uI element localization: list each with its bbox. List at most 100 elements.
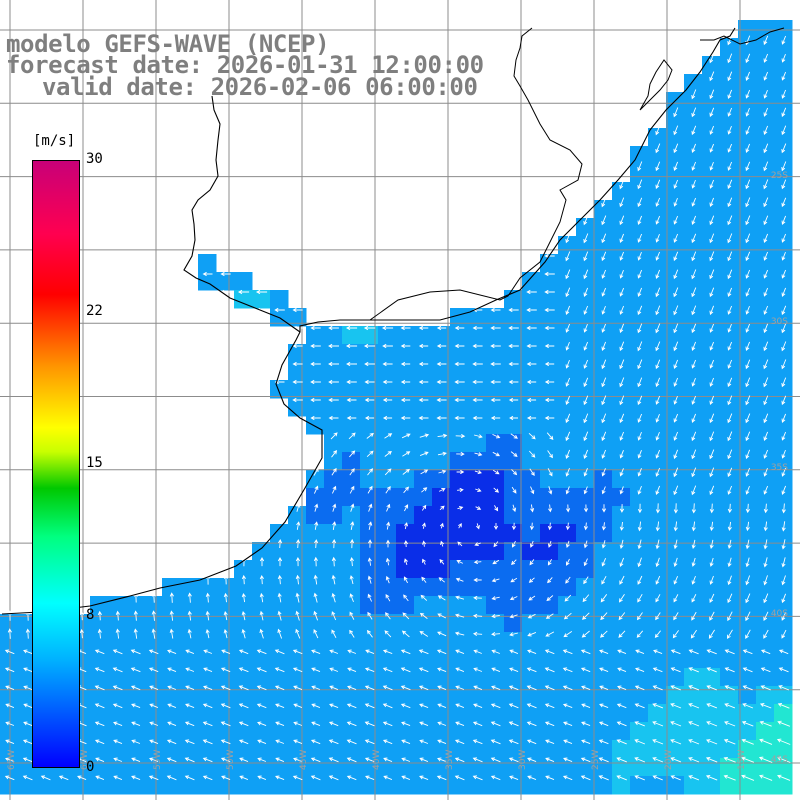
wind-arrow [437,595,446,601]
wind-speed-cell [738,560,757,579]
wind-speed-cell [720,686,739,705]
wind-speed-cell [684,164,703,183]
wind-speed-cell [540,506,559,525]
wind-speed-cell [666,146,685,165]
wind-arrow [727,251,733,262]
wind-speed-cell [720,704,739,723]
wind-speed-cell [720,668,739,687]
wind-speed-cell [234,596,253,615]
wind-arrow [727,197,733,208]
wind-speed-cell [594,524,613,543]
wind-speed-cell [774,380,793,399]
wind-arrow [455,649,465,655]
wind-arrow [454,613,465,618]
wind-arrow [637,413,643,423]
wind-arrow [745,125,751,135]
wind-arrow [705,757,718,763]
wind-arrow [238,667,249,673]
wind-speed-cell [666,686,685,705]
wind-speed-cell [306,776,325,795]
wind-speed-cell [648,434,667,453]
wind-speed-cell [432,452,451,471]
wind-arrow [366,450,374,458]
wind-arrow [364,379,375,385]
wind-speed-cell [414,344,433,363]
wind-speed-cell [756,686,775,705]
wind-speed-cell [468,524,487,543]
wind-speed-cell [504,488,523,507]
wind-speed-cell [774,506,793,525]
wind-arrow [131,703,141,709]
wind-arrow [781,107,787,118]
wind-speed-cell [540,272,559,291]
wind-arrow [727,629,733,640]
wind-arrow [530,504,535,513]
wind-speed-cell [738,488,757,507]
wind-arrow [634,685,645,691]
wind-arrow [727,539,732,550]
wind-arrow [473,649,482,654]
wind-speed-cell [180,668,199,687]
wind-speed-cell [288,344,307,363]
wind-arrow [509,775,519,781]
wind-speed-cell [432,524,451,543]
wind-arrow [328,361,339,367]
wind-speed-cell [576,560,595,579]
wind-arrow [655,521,660,532]
wind-speed-cell [414,560,433,579]
wind-arrow [296,521,301,530]
wind-speed-cell [450,308,469,327]
wind-speed-cell [720,290,739,309]
wind-speed-cell [702,488,721,507]
wind-arrow [544,325,555,331]
wind-arrow [777,720,791,727]
wind-arrow [490,397,501,403]
wind-arrow [149,721,159,726]
wind-speed-cell [252,290,271,309]
wind-speed-cell [324,506,343,525]
wind-speed-cell [774,290,793,309]
wind-arrow [241,628,246,639]
wind-arrow [781,251,786,261]
wind-speed-cell [648,146,667,165]
wind-arrow [456,560,464,564]
wind-speed-cell [774,164,793,183]
wind-arrow [706,703,718,709]
wind-speed-cell [108,758,127,777]
wind-arrow [655,503,660,514]
wind-speed-cell [306,488,325,507]
wind-speed-cell [774,308,793,327]
wind-speed-cell [108,632,127,651]
wind-arrow [403,558,408,566]
wind-speed-cell [90,668,109,687]
wind-arrow [781,593,787,604]
wind-speed-cell [486,740,505,759]
wind-speed-cell [126,668,145,687]
wind-speed-cell [468,344,487,363]
wind-speed-cell [522,488,541,507]
wind-speed-cell [648,704,667,723]
wind-arrow [763,359,769,370]
wind-arrow [419,703,429,709]
wind-arrow [673,539,678,550]
colorbar-tick-15: 15 [86,455,103,471]
wind-speed-cell [738,650,757,669]
wind-arrow [565,395,571,405]
wind-arrow [259,592,264,603]
wind-speed-cell [396,326,415,345]
wind-arrow [382,379,393,385]
wind-arrow [544,415,555,421]
wind-arrow [583,468,588,477]
wind-arrow [508,343,519,349]
wind-speed-cell [396,650,415,669]
wind-arrow [526,685,537,691]
wind-speed-cell [594,290,613,309]
wind-speed-cell [486,650,505,669]
wind-arrow [619,197,625,208]
wind-speed-cell [576,506,595,525]
wind-speed-cell [630,542,649,561]
wind-arrow [655,413,660,423]
wind-arrow [637,377,643,388]
wind-arrow [313,574,318,585]
wind-speed-cell [666,578,685,597]
